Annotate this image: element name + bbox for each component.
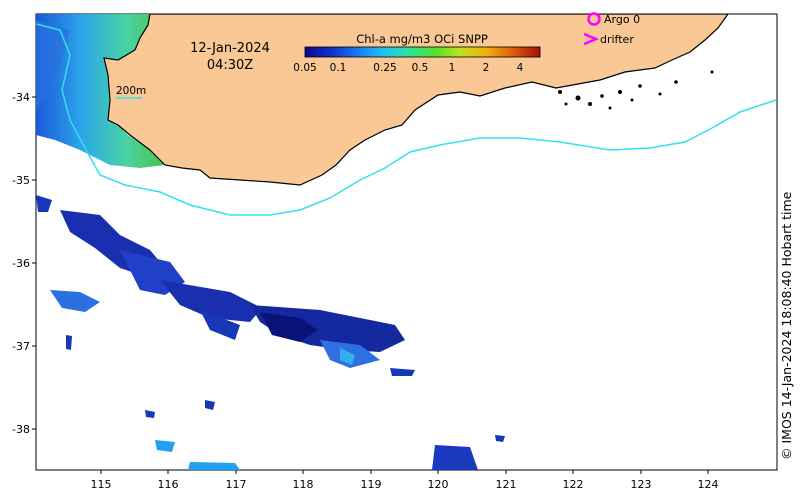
lon-tick-label: 115 [91,478,112,491]
colorbar-tick: 1 [449,62,456,74]
drifter-label: drifter [600,33,634,46]
colorbar-title: Chl-a mg/m3 OCi SNPP [356,32,488,46]
lat-tick-label: -36 [12,257,30,270]
colorbar-tick: 0.1 [330,62,347,74]
lon-tick-label: 124 [698,478,719,491]
lon-axis: 115 116 117 118 119 120 121 122 123 124 [91,470,719,491]
lon-tick-label: 123 [631,478,652,491]
argo-float-icon [587,12,601,26]
legend: Argo 0 drifter [583,12,640,46]
map-time: 04:30Z [207,58,253,73]
depth-contour-200m [36,23,777,216]
lat-tick-label: -38 [12,423,30,436]
lon-tick-label: 122 [563,478,584,491]
offshore-chlorophyll [36,195,505,470]
contour-label: 200m [116,85,146,97]
colorbar-tick: 4 [517,62,524,74]
colorbar-tick: 0.5 [412,62,429,74]
lon-tick-label: 120 [428,478,449,491]
argo-label: Argo 0 [604,13,640,26]
colorbar-tick: 0.05 [293,62,316,74]
lon-tick-label: 119 [361,478,382,491]
colorbar-ramp [304,46,541,58]
lon-tick-label: 118 [293,478,314,491]
land-mass [103,14,729,186]
colorbar: Chl-a mg/m3 OCi SNPP 0.05 0.1 0.25 0.5 1… [293,32,541,74]
map-date: 12-Jan-2024 [190,41,270,56]
credit-text: © IMOS 14-Jan-2024 18:08:40 Hobart time [779,191,794,460]
colorbar-tick: 2 [483,62,490,74]
islands [558,70,714,110]
lat-tick-label: -37 [12,340,30,353]
lon-tick-label: 116 [158,478,179,491]
lat-tick-label: -35 [12,174,30,187]
lon-tick-label: 121 [496,478,517,491]
lat-tick-label: -34 [12,91,30,104]
lat-axis: -34 -35 -36 -37 -38 [12,91,36,436]
colorbar-tick: 0.25 [373,62,396,74]
drifter-icon [583,32,600,46]
lon-tick-label: 117 [226,478,247,491]
